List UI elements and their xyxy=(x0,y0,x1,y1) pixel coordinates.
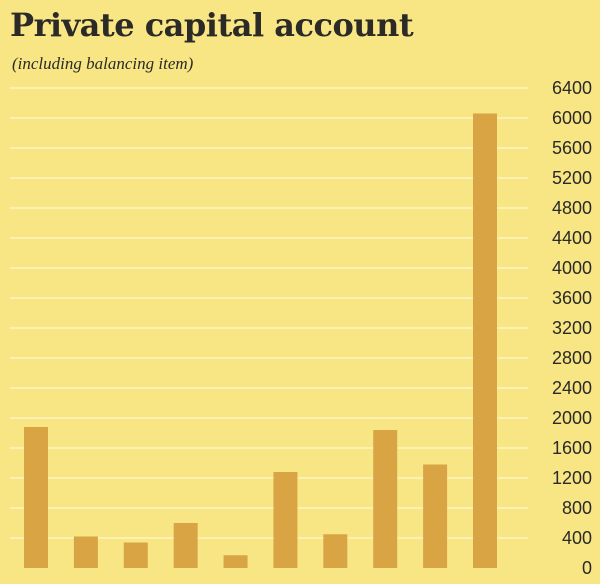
y-tick-label: 6000 xyxy=(552,108,592,128)
y-tick-label: 2000 xyxy=(552,408,592,428)
y-tick-label: 5600 xyxy=(552,138,592,158)
bar xyxy=(373,430,398,568)
y-tick-label: 3200 xyxy=(552,318,592,338)
y-tick-label: 2800 xyxy=(552,348,592,368)
bar xyxy=(473,113,497,568)
bar xyxy=(173,523,198,568)
y-tick-label: 4400 xyxy=(552,228,592,248)
y-tick-label: 800 xyxy=(562,498,592,518)
bar xyxy=(323,534,348,568)
y-tick-label: 1600 xyxy=(552,438,592,458)
plot-area xyxy=(10,88,528,572)
y-tick-label: 1200 xyxy=(552,468,592,488)
y-tick-label: 3600 xyxy=(552,288,592,308)
y-tick-label: 400 xyxy=(562,528,592,548)
y-tick-label: 5200 xyxy=(552,168,592,188)
y-tick-label: 6400 xyxy=(552,78,592,98)
bar xyxy=(223,555,248,568)
y-tick-label: 0 xyxy=(582,558,592,578)
bar xyxy=(24,427,48,568)
bars xyxy=(24,113,497,568)
chart-subtitle: (including balancing item) xyxy=(12,54,194,73)
y-axis-tick-labels: 0 400 800 1200 1600 2000 2400 2800 3200 3600 4000 4… xyxy=(552,78,592,578)
bar xyxy=(273,472,298,568)
gridlines xyxy=(10,87,528,539)
bar xyxy=(123,542,148,568)
y-tick-label: 4800 xyxy=(552,198,592,218)
bar xyxy=(73,536,98,568)
y-tick-label: 4000 xyxy=(552,258,592,278)
y-tick-label: 2400 xyxy=(552,378,592,398)
bar xyxy=(423,464,448,568)
chart-title: Private capital account xyxy=(10,6,414,44)
